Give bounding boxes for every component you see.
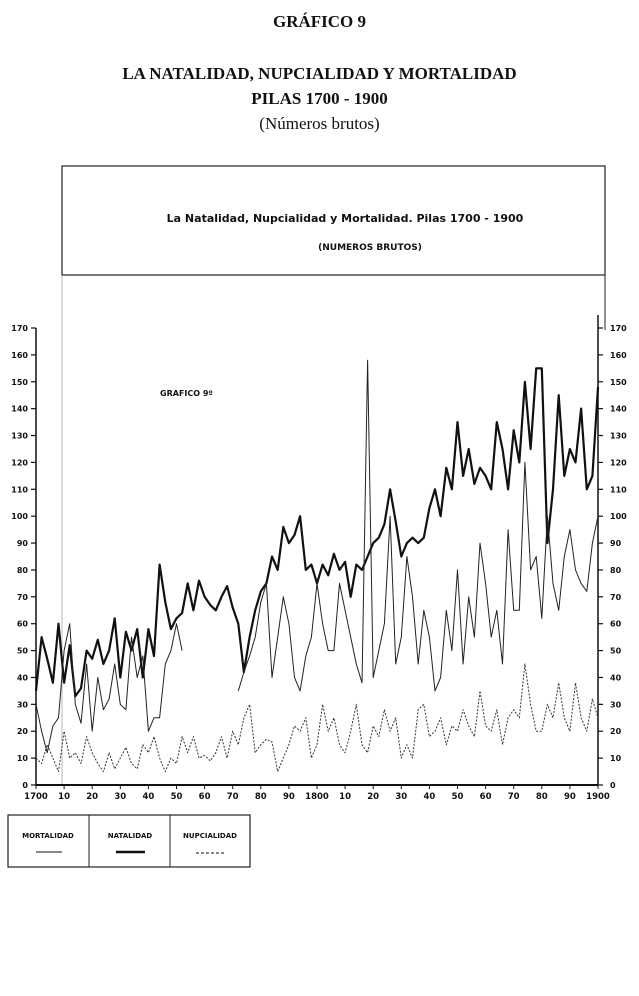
figure-label: GRÁFICO 9 bbox=[272, 12, 367, 31]
y-tick-label-right: 150 bbox=[610, 378, 627, 387]
x-tick-label: 30 bbox=[114, 792, 126, 802]
x-tick-label: 50 bbox=[171, 792, 183, 802]
y-tick-label-right: 160 bbox=[610, 351, 627, 360]
y-tick-label-right: 100 bbox=[610, 512, 627, 521]
legend-label-mortalidad: MORTALIDAD bbox=[22, 832, 74, 840]
y-tick-label-left: 150 bbox=[11, 378, 28, 387]
y-tick-label-right: 140 bbox=[610, 405, 627, 414]
y-tick-label-right: 30 bbox=[610, 700, 622, 709]
x-tick-label: 30 bbox=[395, 792, 407, 802]
x-tick-label: 70 bbox=[508, 792, 520, 802]
x-tick-label: 10 bbox=[58, 792, 70, 802]
figure-title-line2: PILAS 1700 - 1900 bbox=[251, 89, 388, 108]
y-tick-label-right: 50 bbox=[610, 647, 622, 656]
y-tick-label-right: 130 bbox=[610, 432, 627, 441]
y-tick-label-left: 70 bbox=[17, 593, 29, 602]
y-tick-label-right: 70 bbox=[610, 593, 622, 602]
y-tick-label-left: 60 bbox=[17, 620, 29, 629]
x-tick-label: 60 bbox=[199, 792, 211, 802]
y-tick-label-left: 120 bbox=[11, 458, 28, 467]
legend-label-natalidad: NATALIDAD bbox=[108, 832, 153, 840]
legend-label-nupcialidad: NUPCIALIDAD bbox=[183, 832, 237, 840]
figure-title-line1: LA NATALIDAD, NUPCIALIDAD Y MORTALIDAD bbox=[122, 64, 517, 83]
x-tick-label: 40 bbox=[142, 792, 154, 802]
y-tick-label-left: 160 bbox=[11, 351, 28, 360]
x-tick-label: 20 bbox=[86, 792, 98, 802]
y-tick-label-right: 80 bbox=[610, 566, 622, 575]
x-tick-label: 80 bbox=[255, 792, 267, 802]
x-tick-label: 1900 bbox=[586, 792, 610, 802]
y-tick-label-left: 20 bbox=[17, 727, 29, 736]
x-tick-label: 80 bbox=[536, 792, 548, 802]
y-tick-label-left: 0 bbox=[22, 781, 28, 790]
y-tick-label-right: 60 bbox=[610, 620, 622, 629]
y-tick-label-left: 170 bbox=[11, 324, 28, 333]
y-tick-label-right: 40 bbox=[610, 673, 622, 682]
legend: MORTALIDAD NATALIDAD NUPCIALIDAD bbox=[7, 814, 251, 868]
y-tick-label-right: 90 bbox=[610, 539, 622, 548]
y-tick-label-left: 90 bbox=[17, 539, 29, 548]
chart-inner-title: La Natalidad, Nupcialidad y Mortalidad. … bbox=[167, 212, 524, 225]
y-tick-label-right: 0 bbox=[610, 781, 616, 790]
x-tick-label: 60 bbox=[480, 792, 492, 802]
y-tick-label-right: 20 bbox=[610, 727, 622, 736]
y-tick-label-left: 10 bbox=[17, 754, 29, 763]
y-tick-label-right: 120 bbox=[610, 458, 627, 467]
y-tick-label-left: 40 bbox=[17, 673, 29, 682]
x-tick-label: 20 bbox=[367, 792, 379, 802]
y-tick-label-left: 130 bbox=[11, 432, 28, 441]
legend-box bbox=[7, 814, 251, 868]
figure-title-line3: (Números brutos) bbox=[259, 114, 380, 133]
series-line-natalidad bbox=[34, 367, 600, 698]
y-tick-label-left: 100 bbox=[11, 512, 28, 521]
chart-inner-subtitle: (NUMEROS BRUTOS) bbox=[318, 243, 422, 253]
y-tick-label-left: 110 bbox=[11, 485, 28, 494]
x-tick-label: 50 bbox=[452, 792, 464, 802]
chart-title-box bbox=[61, 165, 606, 276]
x-tick-label: 40 bbox=[423, 792, 435, 802]
series-line-nupcialidad bbox=[35, 663, 599, 773]
series-line-mortalidad bbox=[35, 359, 599, 754]
x-tick-label: 1800 bbox=[305, 792, 329, 802]
x-tick-label: 10 bbox=[339, 792, 351, 802]
x-tick-label: 90 bbox=[283, 792, 295, 802]
x-tick-label: 90 bbox=[564, 792, 576, 802]
y-tick-label-right: 110 bbox=[610, 485, 627, 494]
x-tick-label: 1700 bbox=[24, 792, 48, 802]
x-tick-label: 70 bbox=[227, 792, 239, 802]
chart-annotation: GRAFICO 9º bbox=[160, 389, 213, 398]
y-tick-label-left: 50 bbox=[17, 647, 29, 656]
y-tick-label-left: 80 bbox=[17, 566, 29, 575]
y-tick-label-left: 30 bbox=[17, 700, 29, 709]
y-tick-label-right: 10 bbox=[610, 754, 622, 763]
y-tick-label-right: 170 bbox=[610, 324, 627, 333]
y-tick-label-left: 140 bbox=[11, 405, 28, 414]
